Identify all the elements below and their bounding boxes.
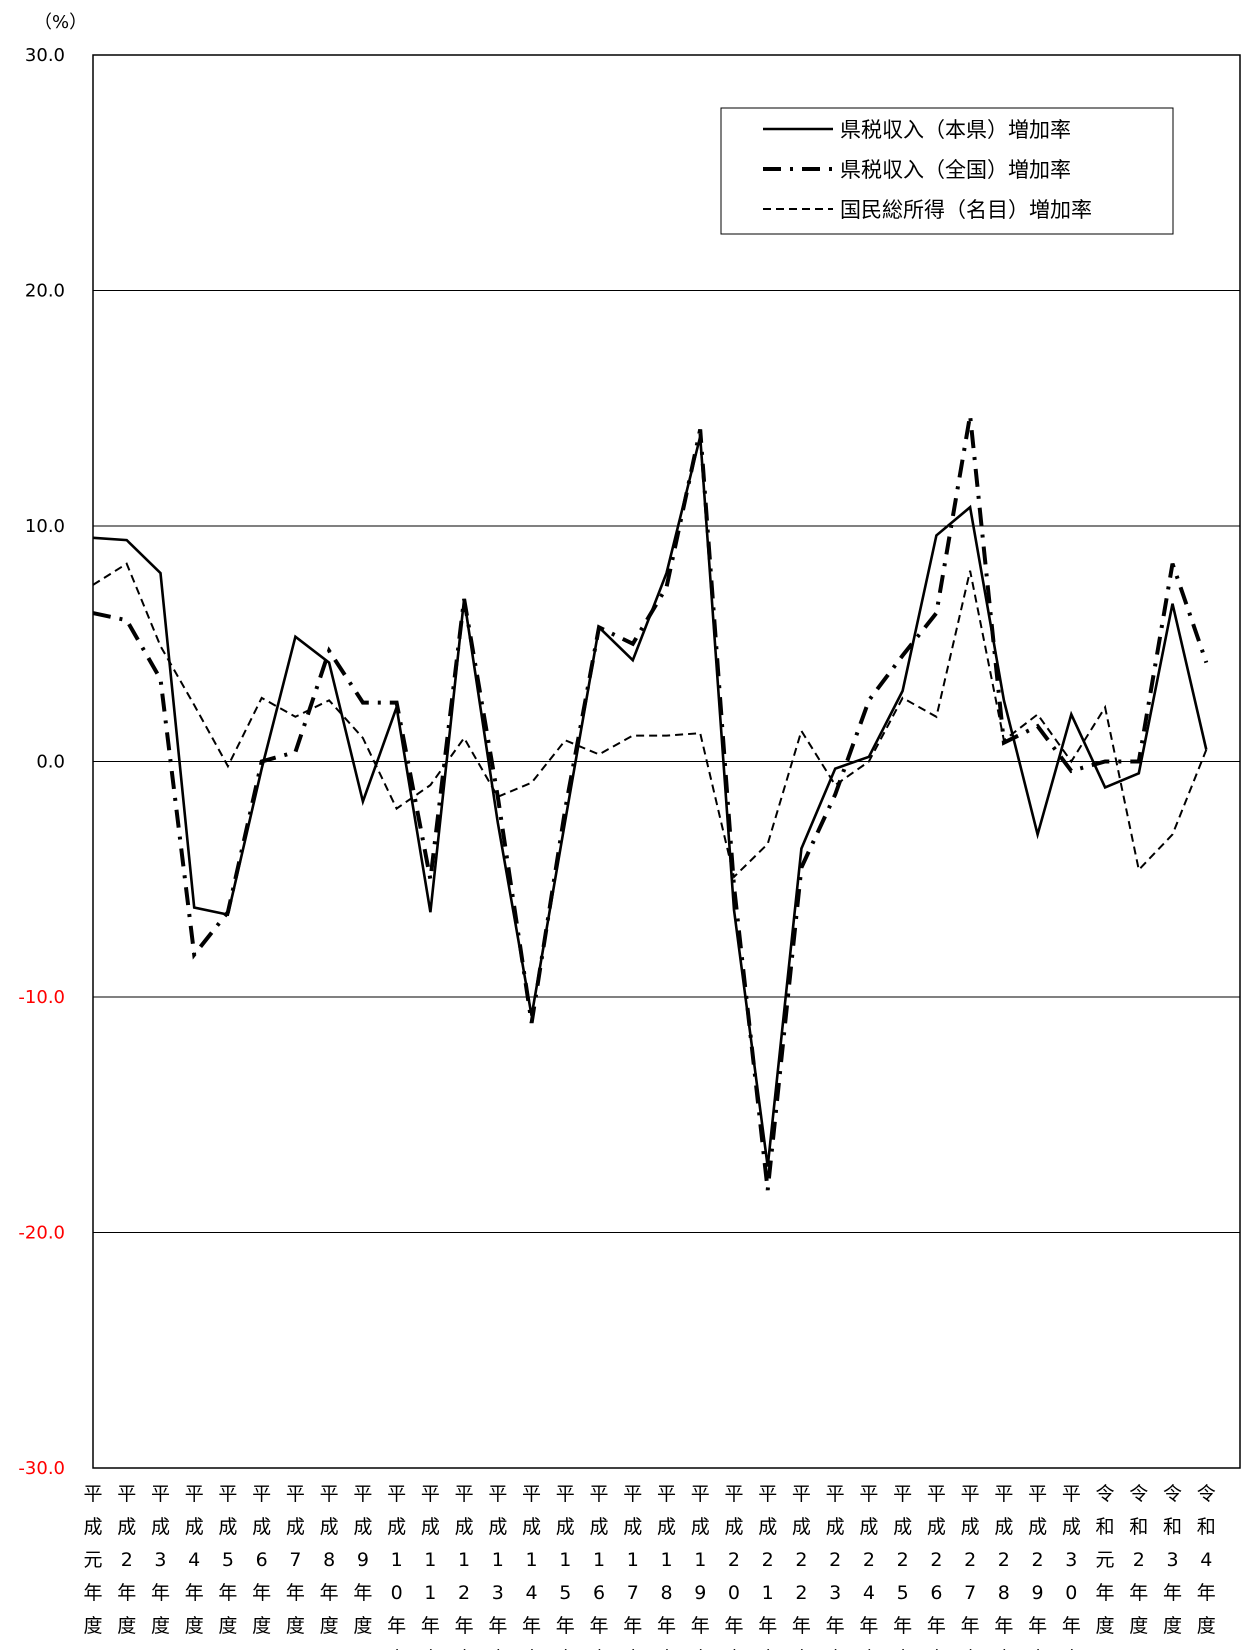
x-tick-label: 平成 4 年度: [185, 1483, 204, 1637]
gridlines: [93, 290, 1240, 1233]
x-tick-label: 平成12年度: [455, 1483, 474, 1650]
y-tick-label: 30.0: [25, 45, 65, 66]
x-tick-label: 平成13年度: [488, 1483, 507, 1650]
y-tick-label: -20.0: [18, 1223, 65, 1244]
x-tick-label: 平成 2 年度: [117, 1483, 136, 1637]
series-line: [92, 436, 1208, 1167]
x-tick-label: 平成 5 年度: [218, 1483, 237, 1637]
x-tick-label: 平成29年度: [1028, 1483, 1047, 1650]
x-tick-label: 平成 8 年度: [320, 1483, 339, 1637]
x-tick-label: 平成28年度: [994, 1483, 1013, 1650]
x-tick-label: 平成 3 年度: [151, 1483, 170, 1637]
x-tick-label: 平成10年度: [387, 1483, 406, 1650]
x-tick-label: 令和元年度: [1096, 1483, 1115, 1637]
x-tick-label: 令和 3 年度: [1163, 1483, 1182, 1637]
x-tick-label: 平成 7 年度: [286, 1483, 305, 1637]
y-tick-label: -10.0: [18, 987, 65, 1008]
x-tick-label: 令和 2 年度: [1129, 1483, 1148, 1637]
legend-label: 県税収入（全国）増加率: [840, 158, 1071, 182]
x-tick-label: 令和 4 年度: [1197, 1483, 1216, 1637]
x-tick-label: 平成23年度: [826, 1483, 845, 1650]
x-tick-label: 平成22年度: [792, 1483, 811, 1650]
y-tick-label: -30.0: [18, 1458, 65, 1479]
x-tick-label: 平成27年度: [961, 1483, 980, 1650]
x-tick-label: 平成30年度: [1062, 1483, 1081, 1650]
x-tick-label: 平成24年度: [859, 1483, 878, 1650]
x-tick-label: 平成 6 年度: [252, 1483, 271, 1637]
y-axis-tick-labels: 30.0 20.0 10.0 0.0 -10.0 -20.0 -30.0: [18, 45, 65, 1479]
x-tick-label: 平成21年度: [758, 1483, 777, 1650]
x-tick-label: 平成18年度: [657, 1483, 676, 1650]
x-tick-label: 平成20年度: [724, 1483, 743, 1650]
x-tick-label: 平成17年度: [623, 1483, 642, 1650]
series-line: [92, 414, 1209, 1191]
x-tick-label: 平成11年度: [421, 1483, 440, 1650]
x-tick-label: 平成16年度: [590, 1483, 609, 1650]
x-tick-label: 平成19年度: [691, 1483, 710, 1650]
series-lines: [92, 414, 1209, 1191]
legend-label: 国民総所得（名目）増加率: [840, 198, 1092, 222]
x-tick-label: 平成14年度: [522, 1483, 541, 1650]
y-tick-label: 10.0: [25, 516, 65, 537]
x-tick-label: 平成26年度: [927, 1483, 946, 1650]
x-tick-label: 平成25年度: [893, 1483, 912, 1650]
y-axis-unit-label: （%）: [34, 12, 87, 33]
y-tick-label: 0.0: [36, 752, 65, 773]
x-tick-label: 平成15年度: [556, 1483, 575, 1650]
y-tick-label: 20.0: [25, 281, 65, 302]
x-tick-label: 平成元年度: [83, 1483, 102, 1637]
plot-area-frame: [92, 54, 1241, 1469]
series-line: [92, 562, 1208, 879]
x-tick-label: 平成 9 年度: [353, 1483, 372, 1637]
legend-label: 県税収入（本県）増加率: [840, 118, 1071, 142]
